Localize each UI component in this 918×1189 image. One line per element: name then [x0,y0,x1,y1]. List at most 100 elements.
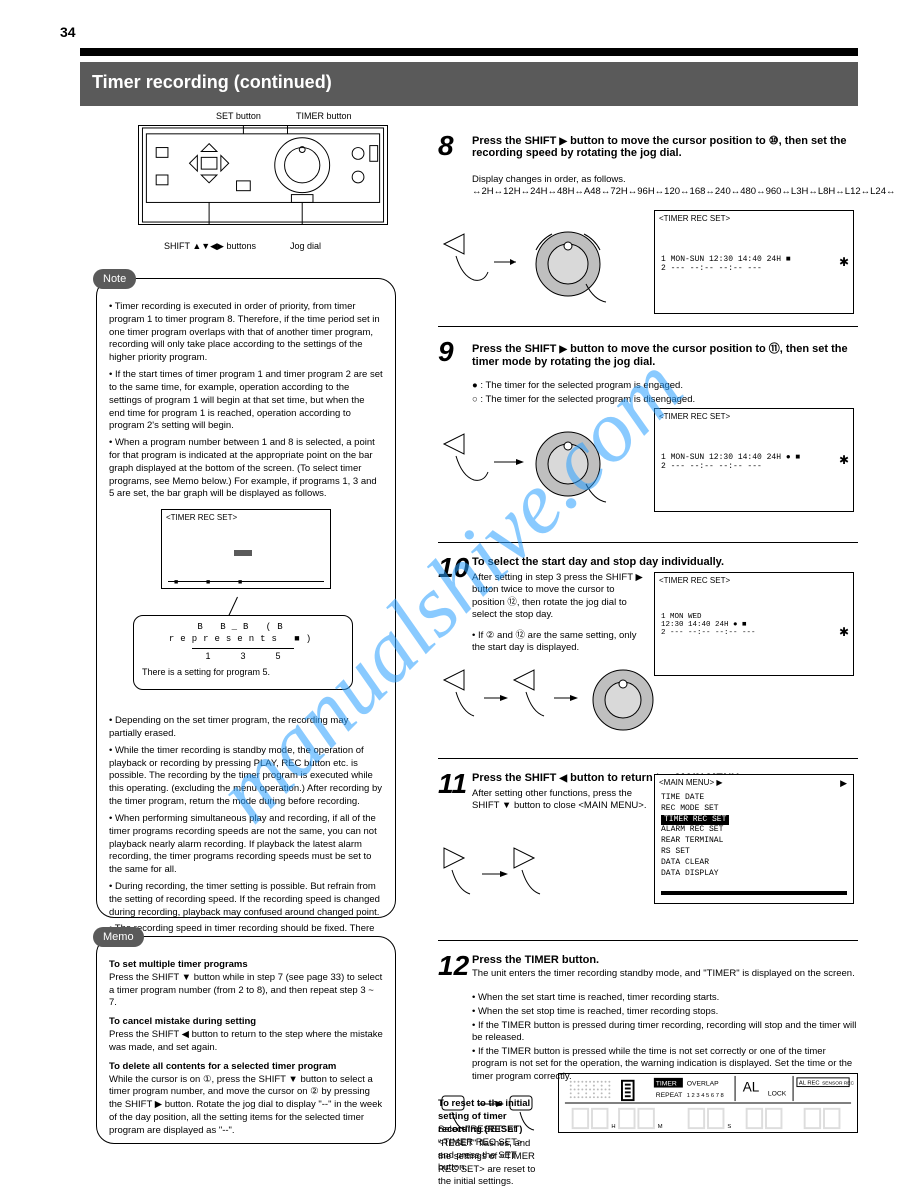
memo-line: Press the SHIFT ▼ button while in step 7… [109,972,383,1010]
note-line: • Timer recording is executed in order o… [109,301,383,365]
screen-line: 1 MON WED [661,613,847,621]
menu-item: REC MODE SET [661,804,847,815]
screen-line: 2 --- --:-- --:-- --- [661,264,847,273]
step-bullet: • When the set start time is reached, ti… [472,992,858,1004]
step-11: 11 Press the SHIFT ◀ button to return to… [438,768,858,938]
step-bullet: • When the set stop time is reached, tim… [472,1006,858,1018]
control-panel-thumb [138,125,388,225]
step-sub: Display changes in order, as follows. ↔2… [472,174,858,199]
screen-line: 2 --- --:-- --:-- --- [661,462,847,471]
title-bar: Timer recording (continued) [80,62,858,106]
right-triangle-icon: ▶ [559,136,567,147]
memo-tab: Memo [93,927,144,947]
divider [438,542,858,543]
cursor-part: 5 [276,651,281,663]
cursor-tag-note: There is a setting for program 5. [142,667,344,679]
screen-title: <TIMER REC SET> [659,214,730,223]
step-9: 9 Press the SHIFT ▶ button to move the c… [438,336,858,536]
svg-text:AL: AL [743,1079,760,1094]
note-mini-screen: <TIMER REC SET> ■ ■ ■ [161,509,331,589]
label-timer: TIMER button [296,112,352,122]
svg-text:LOCK: LOCK [768,1090,787,1097]
svg-text:OVERLAP: OVERLAP [687,1081,719,1088]
press-press-icon [438,840,588,913]
label-set: SET button [216,112,261,122]
step-heading: Press the TIMER button. [472,954,599,966]
step-heading: Press the SHIFT ▶ button to move the cur… [472,134,858,159]
note-tab: Note [93,269,136,289]
step-sub: After setting in step 3 press the SHIFT … [472,572,648,621]
svg-text:1 2 3 4 5 6 7 8: 1 2 3 4 5 6 7 8 [687,1093,724,1099]
memo-heading: To delete all contents for a selected ti… [109,1061,383,1074]
cursor-tag: B B_B (B represents ■) 1 3 5 There is a … [133,615,353,690]
step-sub: ● : The timer for the selected program i… [472,380,683,392]
press-then-dial-icon [438,226,638,309]
step11-menu: ▶ <MAIN MENU> ▶ TIME DATE REC MODE SET T… [654,774,854,904]
memo-heading: To set multiple timer programs [109,959,383,972]
step-bullet: • If the TIMER button is pressed during … [472,1020,858,1045]
menu-item: ALARM REC SET [661,825,847,836]
step-sub: ○ : The timer for the selected program i… [472,394,695,406]
press-press-dial-icon [438,662,668,745]
svg-text:M: M [658,1124,663,1130]
note-line: • When performing simultaneous play and … [109,813,383,877]
right-triangle-icon: ▶ [559,344,567,355]
screen-title: <MAIN MENU> ▶ [659,778,723,787]
step8-screen: <TIMER REC SET> 1 MON-SUN 12:30 14:40 24… [654,210,854,314]
step-sub: • If ② and ⑫ are the same setting, only … [472,630,648,655]
svg-text:REPEAT: REPEAT [656,1092,683,1099]
step-number: 10 [438,552,469,584]
lcd-display: TIMER OVERLAP REPEAT 1 2 3 4 5 6 7 8 AL … [558,1073,858,1133]
screen-title: <TIMER REC SET> [659,412,730,421]
step-sub: After setting other functions, press the… [472,788,648,813]
mini-screen-title: <TIMER REC SET> [166,513,237,522]
svg-text:S: S [727,1124,731,1130]
note-line: • While the timer recording is standby m… [109,745,383,809]
step-heading: Press the SHIFT ▶ button to move the cur… [472,340,858,368]
note-card: Note • Timer recording is executed in or… [96,278,396,918]
step10-screen: <TIMER REC SET> 1 MON WED 12:30 14:40 24… [654,572,854,676]
step-number: 11 [438,768,467,800]
divider [438,940,858,941]
step-12: 12 Press the TIMER button. The unit ente… [438,950,858,1070]
screen-line: 12:30 14:40 24H ● ■ [661,621,847,629]
menu-item: TIME DATE [661,793,847,804]
cursor-tag-top: B B_B (B represents ■) [142,622,344,645]
press-then-dial-icon [438,426,638,509]
title-text: Timer recording (continued) [92,72,332,93]
reset-line: "RESET" flashes, and the settings of <TI… [438,1138,538,1189]
cursor-star-icon: ✱ [839,255,849,270]
mini-cursor-mark [234,550,252,556]
page-number: 34 [60,24,76,40]
note-line: • During recording, the timer setting is… [109,881,383,919]
note-line: • If the start times of timer program 1 … [109,369,383,433]
step-sub: The unit enters the timer recording stan… [472,968,858,980]
label-shift: SHIFT ▲▼◀▶ buttons [160,242,260,252]
step-number: 8 [438,130,454,162]
cursor-star-icon: ✱ [839,453,849,468]
svg-text:SENSOR REC: SENSOR REC [822,1081,854,1087]
memo-card: Memo To set multiple timer programs Pres… [96,936,396,1144]
step-10: 10 To select the start day and stop day … [438,552,858,752]
divider [438,758,858,759]
svg-text:AL REC: AL REC [799,1081,820,1087]
svg-text:H: H [611,1124,615,1130]
menu-item: DATA CLEAR [661,858,847,869]
note-line: • When a program number between 1 and 8 … [109,437,383,501]
step-number: 9 [438,336,454,368]
memo-line: While the cursor is on ①, press the SHIF… [109,1074,383,1138]
memo-line: Press the SHIFT ◀ button to return to th… [109,1029,383,1055]
memo-heading: To cancel mistake during setting [109,1016,383,1029]
step-heading: To select the start day and stop day ind… [472,556,724,568]
svg-text:TIMER: TIMER [656,1081,677,1088]
header-rule [80,48,858,56]
step-number: 12 [438,950,469,982]
menu-item: REAR TERMINAL [661,836,847,847]
left-triangle-icon: ◀ [559,773,567,784]
screen-line: 1 MON-SUN 12:30 14:40 24H ■ [661,255,847,264]
menu-item-selected: TIMER REC SET [661,815,729,826]
cursor-part: 1 [205,651,210,663]
press-set-seq-icon [438,1090,568,1143]
divider [438,326,858,327]
note-line: • Depending on the set timer program, th… [109,715,383,741]
